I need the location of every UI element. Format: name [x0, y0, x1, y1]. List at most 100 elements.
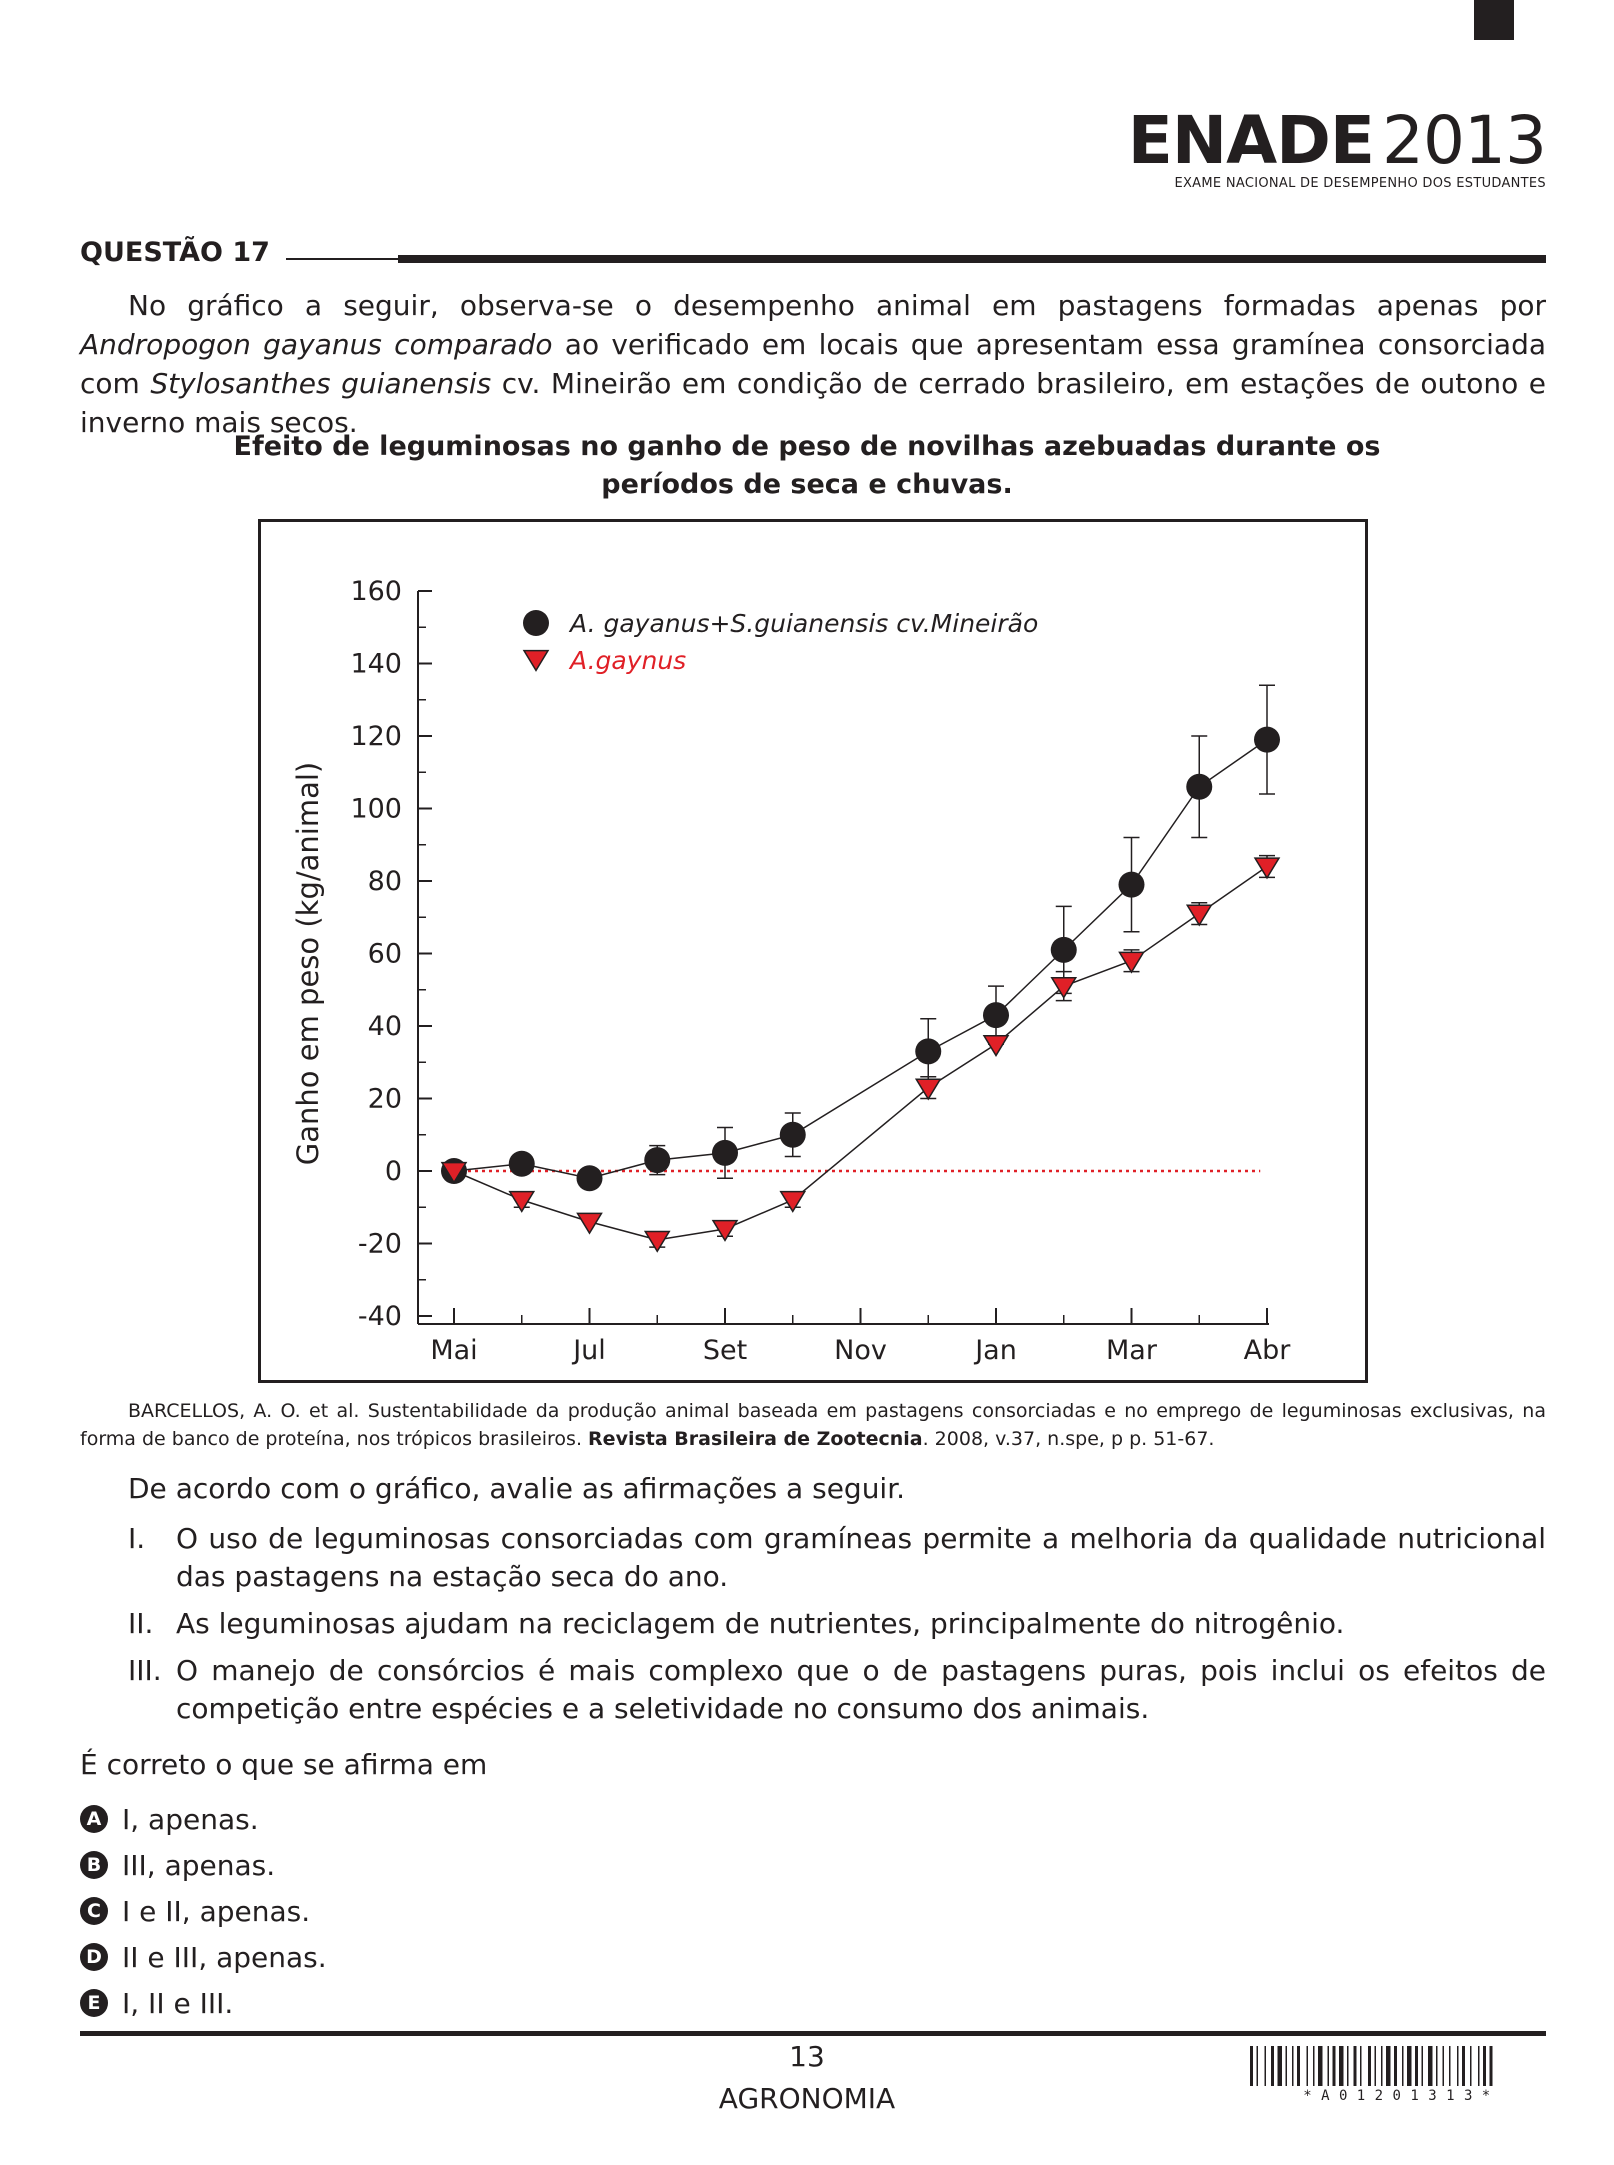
legend-label: A. gayanus+S.guianensis cv.Mineirão: [568, 609, 1038, 638]
source-journal: Revista Brasileira de Zootecnia: [588, 1428, 923, 1450]
option-letter-badge: D: [80, 1943, 108, 1971]
statements-lead: De acordo com o gráfico, avalie as afirm…: [128, 1472, 906, 1505]
answer-options: A I, apenas. B III, apenas. C I e II, apena…: [80, 1796, 327, 2026]
barcode-bar: [1360, 2046, 1362, 2086]
barcode-bar: [1449, 2046, 1451, 2086]
intro-text-3: cv. Mineirão em condição de cerrado bras…: [80, 367, 1547, 439]
option-text: I e II, apenas.: [122, 1894, 311, 1928]
barcode-bar: [1489, 2046, 1493, 2086]
series-gayanus: [440, 854, 1281, 1253]
barcode-bar: [1277, 2046, 1282, 2086]
legend-label: A.gaynus: [568, 646, 686, 675]
answer-prompt: É correto o que se afirma em: [80, 1748, 488, 1781]
x-tick-label: Abr: [1244, 1335, 1292, 1366]
data-point: [982, 1034, 1010, 1057]
barcode-bar: [1381, 2046, 1383, 2086]
barcode-bar: [1374, 2046, 1376, 2086]
data-point: [1050, 976, 1078, 999]
y-tick-label: 140: [350, 649, 402, 680]
barcode-bar: [1339, 2046, 1344, 2086]
option-text: I, apenas.: [122, 1802, 259, 1836]
barcode-bar: [1353, 2046, 1357, 2086]
logo-year: 2013: [1382, 102, 1547, 179]
data-point: [1118, 871, 1145, 898]
question-intro: No gráfico a seguir, observa-se o desemp…: [80, 286, 1546, 442]
barcode-bar: [1285, 2046, 1287, 2086]
data-point: [1118, 951, 1145, 974]
option-text: II e III, apenas.: [122, 1940, 327, 1974]
statement-text: O uso de leguminosas consorciadas com gr…: [176, 1522, 1546, 1593]
y-tick-label: -20: [358, 1229, 402, 1260]
barcode-bar: [1332, 2046, 1336, 2086]
option-b[interactable]: B III, apenas.: [80, 1842, 327, 1888]
option-a[interactable]: A I, apenas.: [80, 1796, 327, 1842]
barcode-bar: [1368, 2046, 1371, 2086]
y-tick-label: -40: [358, 1301, 402, 1332]
data-point: [1050, 936, 1077, 963]
footer-rule: [80, 2031, 1546, 2036]
series-consorciado: [441, 684, 1280, 1192]
statement-number: I.: [128, 1522, 146, 1555]
intro-text-1: No gráfico a seguir, observa-se o desemp…: [128, 289, 1546, 322]
source-text-1: BARCELLOS, A. O. et al. Sustentabilidade…: [80, 1400, 1546, 1450]
option-letter-badge: E: [80, 1989, 108, 2017]
question-title: QUESTÃO 17: [80, 237, 270, 268]
option-e[interactable]: E I, II e III.: [80, 1980, 327, 2026]
legend-marker-consorciado: [523, 610, 549, 636]
x-tick-label: Jan: [973, 1335, 1017, 1366]
barcode-bar: [1442, 2046, 1444, 2086]
data-point: [576, 1212, 603, 1235]
barcode-bar: [1407, 2046, 1412, 2086]
barcode: [1250, 2046, 1493, 2086]
y-tick-label: 40: [368, 1011, 402, 1042]
title-rule-thin: [286, 258, 398, 260]
option-text: I, II e III.: [122, 1986, 234, 2020]
logo-subtitle: EXAME NACIONAL DE DESEMPENHO DOS ESTUDAN…: [1174, 176, 1546, 191]
barcode-bar: [1256, 2046, 1258, 2086]
intro-species-1: Andropogon gayanus comparado: [80, 328, 553, 361]
y-tick-label: 0: [385, 1156, 402, 1187]
statement-text: O manejo de consórcios é mais complexo q…: [176, 1654, 1546, 1725]
series-line: [453, 739, 1268, 1180]
title-rule-thick: [398, 255, 1546, 263]
statement-3: III. O manejo de consórcios é mais comple…: [80, 1652, 1546, 1728]
y-tick-label: 160: [350, 576, 402, 607]
x-tick-label: Mai: [430, 1335, 477, 1366]
data-point: [1253, 857, 1281, 880]
barcode-bar: [1462, 2046, 1465, 2086]
barcode-bar: [1297, 2046, 1300, 2086]
enade-logo: ENADE 2013 EXAME NACIONAL DE DESEMPENHO D…: [1128, 108, 1547, 192]
barcode-bar: [1402, 2046, 1404, 2086]
data-point: [576, 1165, 603, 1192]
data-point: [440, 1161, 468, 1184]
chart-title: Efeito de leguminosas no ganho de peso d…: [233, 431, 1381, 500]
data-point: [779, 1121, 806, 1148]
barcode-bar: [1478, 2046, 1480, 2086]
barcode-bar: [1470, 2046, 1472, 2086]
barcode-bar: [1428, 2046, 1433, 2086]
barcode-bar: [1347, 2046, 1349, 2086]
y-tick-label: 100: [350, 794, 402, 825]
option-d[interactable]: D II e III, apenas.: [80, 1934, 327, 1980]
data-point: [712, 1139, 738, 1166]
barcode-bar: [1436, 2046, 1438, 2086]
data-point: [1186, 773, 1213, 800]
barcode-bar: [1271, 2046, 1274, 2086]
barcode-bar: [1394, 2046, 1397, 2086]
x-tick-label: Jul: [571, 1335, 606, 1366]
y-tick-label: 60: [368, 939, 402, 970]
chart-frame: [258, 519, 1368, 1383]
option-text: III, apenas.: [122, 1848, 276, 1882]
intro-species-2: Stylosanthes guianensis: [150, 367, 492, 400]
page-number: 13: [789, 2040, 825, 2073]
barcode-bar: [1415, 2046, 1418, 2086]
statement-text: As leguminosas ajudam na reciclagem de n…: [176, 1607, 1345, 1640]
barcode-bar: [1421, 2046, 1423, 2086]
barcode-text: * A 0 1 2 0 1 3 1 3 *: [1303, 2088, 1491, 2104]
data-point: [643, 1230, 671, 1253]
option-c[interactable]: C I e II, apenas.: [80, 1888, 327, 1934]
data-point: [915, 1038, 942, 1065]
option-letter-badge: C: [80, 1897, 108, 1925]
data-point: [983, 1002, 1009, 1029]
source-citation: BARCELLOS, A. O. et al. Sustentabilidade…: [80, 1397, 1546, 1453]
